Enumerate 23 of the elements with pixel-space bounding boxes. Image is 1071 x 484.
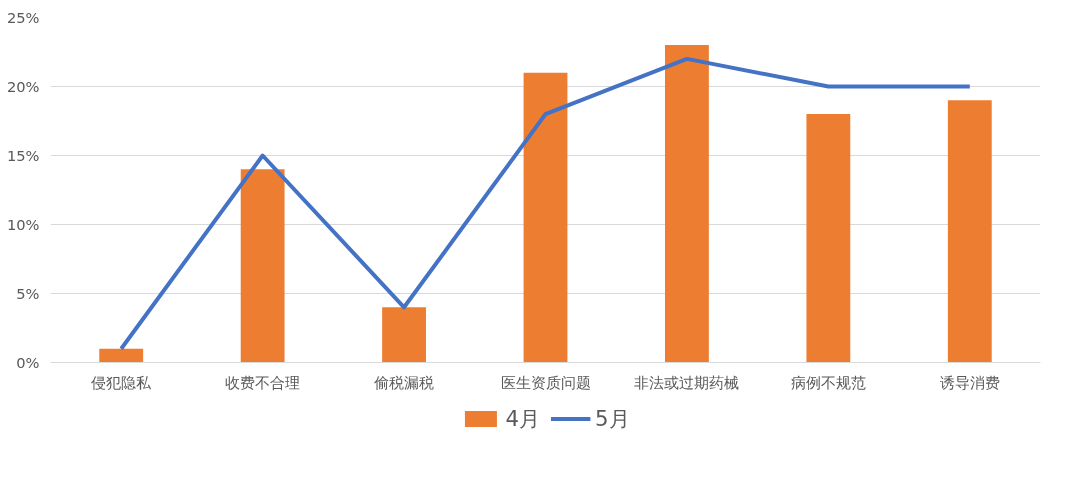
x-tick-label: 侵犯隐私 xyxy=(91,373,153,391)
x-tick-label: 医生资质问题 xyxy=(500,373,591,391)
legend-label: 5月 xyxy=(595,404,630,433)
x-tick-label: 偷税漏税 xyxy=(374,373,435,391)
bar xyxy=(99,348,144,363)
x-tick-label: 收费不合理 xyxy=(225,373,301,391)
legend-label: 4月 xyxy=(505,404,540,433)
y-tick-label: 5% xyxy=(16,285,40,302)
y-tick-label: 25% xyxy=(6,9,40,26)
x-tick-label: 诱导消费 xyxy=(939,373,1000,391)
y-tick-label: 10% xyxy=(6,216,40,233)
bar xyxy=(947,100,992,363)
y-tick-label: 0% xyxy=(16,354,40,371)
x-tick-label: 非法或过期药械 xyxy=(634,373,740,391)
y-tick-label: 20% xyxy=(6,78,40,95)
y-tick-label: 15% xyxy=(6,147,40,164)
x-tick-label: 病例不规范 xyxy=(790,373,866,391)
bar xyxy=(665,45,709,363)
line-series xyxy=(119,56,972,351)
bar xyxy=(806,114,851,363)
bar xyxy=(382,307,426,363)
bar xyxy=(240,169,285,363)
bar xyxy=(523,72,568,363)
